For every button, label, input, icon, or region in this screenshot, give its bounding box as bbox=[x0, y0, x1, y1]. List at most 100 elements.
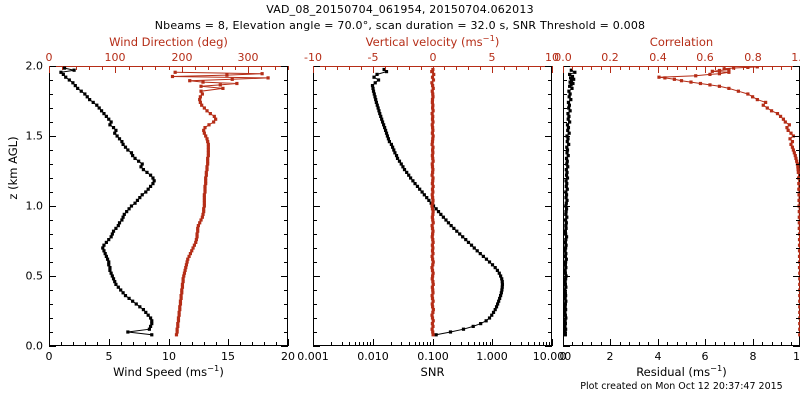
panel-snr-plot-area bbox=[313, 66, 552, 346]
data-point-marker bbox=[110, 274, 114, 278]
data-point-marker bbox=[79, 89, 83, 93]
y-minor-tick bbox=[49, 262, 53, 263]
data-point-marker bbox=[121, 215, 125, 219]
data-point-marker bbox=[102, 243, 106, 247]
x-minor-tick bbox=[639, 342, 640, 346]
data-point-marker bbox=[564, 210, 568, 214]
series-line bbox=[658, 66, 800, 335]
data-point-marker bbox=[793, 154, 797, 158]
y-minor-tick-left bbox=[313, 192, 317, 193]
data-point-marker bbox=[755, 66, 759, 69]
data-point-marker bbox=[190, 249, 194, 253]
x-minor-tick bbox=[252, 342, 253, 346]
data-point-marker bbox=[200, 103, 204, 107]
x-tick-label: 1.000 bbox=[476, 350, 508, 363]
data-point-marker bbox=[430, 316, 435, 320]
data-point-marker bbox=[797, 198, 800, 202]
data-point-marker bbox=[83, 92, 87, 96]
x-tick-label-top: 200 bbox=[171, 51, 193, 64]
data-point-marker bbox=[73, 84, 77, 88]
data-point-marker bbox=[798, 299, 800, 303]
x-minor-tick-top bbox=[421, 66, 422, 70]
data-point-marker bbox=[205, 137, 209, 141]
data-point-marker bbox=[206, 151, 210, 155]
data-point-marker bbox=[570, 86, 574, 90]
data-point-marker bbox=[430, 89, 434, 93]
data-point-marker bbox=[565, 182, 569, 186]
data-point-marker bbox=[102, 112, 106, 116]
panel-wind-series-layer bbox=[59, 66, 270, 337]
data-point-marker bbox=[370, 84, 375, 88]
data-point-marker bbox=[430, 285, 434, 289]
data-point-marker bbox=[563, 302, 567, 306]
data-point-marker bbox=[430, 249, 435, 253]
data-point-marker bbox=[431, 274, 435, 278]
y-major-tick-right bbox=[281, 346, 288, 347]
data-point-marker bbox=[431, 246, 435, 250]
data-point-marker bbox=[186, 257, 190, 261]
x-minor-tick bbox=[461, 342, 462, 346]
data-point-marker bbox=[72, 68, 76, 72]
x-minor-tick bbox=[204, 342, 205, 346]
x-minor-tick-top bbox=[591, 66, 592, 70]
data-point-marker bbox=[568, 72, 572, 76]
data-point-marker bbox=[431, 308, 435, 312]
x-minor-tick-top bbox=[791, 66, 792, 70]
x-minor-tick bbox=[370, 342, 371, 346]
data-point-marker bbox=[108, 268, 112, 272]
y-minor-tick bbox=[49, 206, 53, 207]
data-point-marker bbox=[431, 257, 435, 261]
x-major-tick bbox=[552, 339, 553, 346]
data-point-marker bbox=[431, 252, 435, 256]
data-point-marker bbox=[389, 142, 393, 146]
data-point-marker bbox=[751, 95, 755, 99]
data-point-marker bbox=[431, 198, 435, 202]
data-point-marker bbox=[61, 72, 65, 76]
x-tick-label-top: 300 bbox=[237, 51, 259, 64]
data-point-marker bbox=[411, 179, 415, 183]
data-point-marker bbox=[104, 254, 108, 258]
y-axis-label: z (km AGL) bbox=[6, 136, 20, 200]
data-point-marker bbox=[798, 277, 800, 281]
data-point-marker bbox=[431, 95, 435, 99]
x-minor-tick bbox=[490, 342, 491, 346]
data-point-marker bbox=[413, 182, 417, 186]
y-minor-tick-left bbox=[313, 248, 317, 249]
data-point-marker bbox=[796, 168, 800, 172]
y-minor-tick bbox=[49, 234, 53, 235]
x-minor-tick bbox=[419, 342, 420, 346]
series-line bbox=[371, 69, 503, 336]
y-minor-tick-left bbox=[563, 150, 567, 151]
data-point-marker bbox=[679, 79, 684, 83]
y-minor-tick-left bbox=[313, 108, 317, 109]
x-tick-label: 0.001 bbox=[297, 350, 329, 363]
x-minor-tick bbox=[528, 342, 529, 346]
data-point-marker bbox=[383, 128, 388, 132]
data-point-marker bbox=[563, 271, 567, 275]
x-minor-tick bbox=[264, 342, 265, 346]
data-point-marker bbox=[798, 294, 800, 298]
x-minor-tick-top bbox=[639, 66, 640, 70]
data-point-marker bbox=[138, 305, 142, 309]
data-point-marker bbox=[798, 310, 800, 314]
x-minor-tick bbox=[97, 342, 98, 346]
data-point-marker bbox=[497, 299, 501, 303]
y-minor-tick-left bbox=[313, 94, 317, 95]
data-point-marker bbox=[141, 308, 146, 312]
data-point-marker bbox=[797, 238, 800, 242]
data-point-marker bbox=[564, 226, 568, 230]
data-point-marker bbox=[180, 291, 184, 295]
x-minor-tick-top bbox=[325, 66, 326, 70]
y-minor-tick-right bbox=[284, 178, 288, 179]
data-point-marker bbox=[717, 72, 722, 76]
y-minor-tick-right bbox=[548, 164, 552, 165]
data-point-marker bbox=[386, 137, 391, 141]
x-tick-label-top: 10 bbox=[545, 51, 559, 64]
y-minor-tick-left bbox=[313, 178, 317, 179]
y-minor-tick-right bbox=[284, 318, 288, 319]
x-minor-tick bbox=[549, 342, 550, 346]
data-point-marker bbox=[698, 81, 703, 86]
x-minor-tick-top bbox=[734, 66, 735, 70]
data-point-marker bbox=[148, 173, 153, 177]
y-minor-tick-right bbox=[548, 192, 552, 193]
